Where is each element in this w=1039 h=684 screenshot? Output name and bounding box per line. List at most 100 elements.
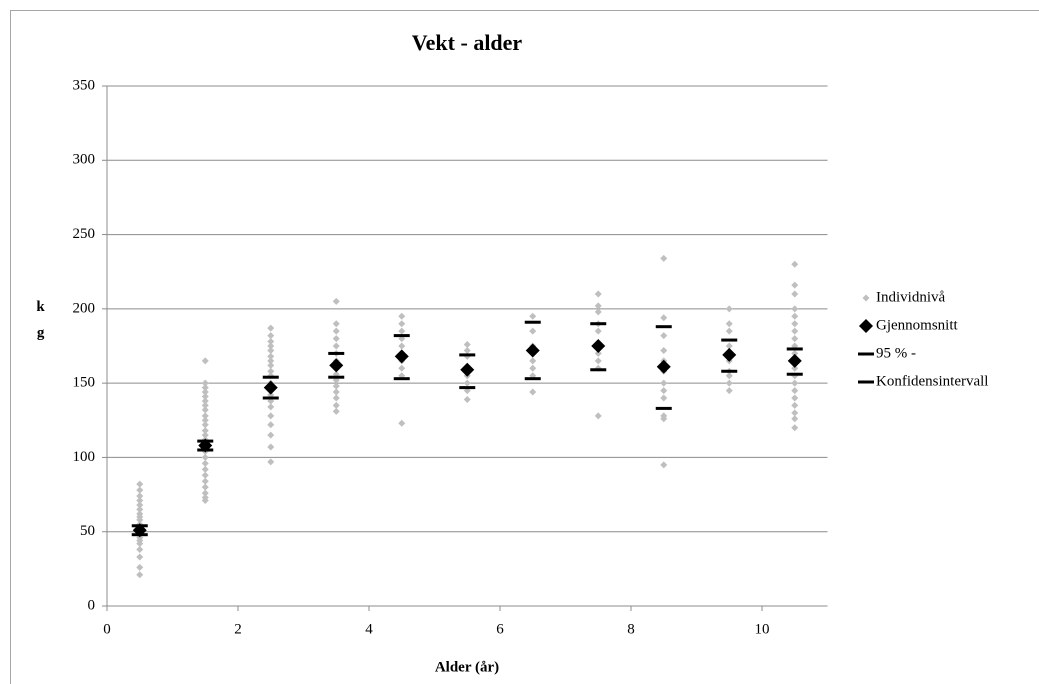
point [201, 401, 209, 409]
point [725, 305, 733, 313]
point [594, 412, 602, 420]
point [791, 349, 799, 357]
point [725, 327, 733, 335]
point [136, 546, 144, 554]
point [136, 497, 144, 505]
point [660, 254, 668, 262]
point [332, 342, 340, 350]
point [529, 388, 537, 396]
point [328, 375, 345, 379]
point [131, 524, 148, 528]
legend-marker [858, 352, 874, 356]
point [463, 395, 471, 403]
point [463, 341, 471, 349]
point [660, 332, 668, 340]
legend-label: Konfidensintervall [876, 373, 988, 389]
point [525, 343, 540, 358]
point [660, 394, 668, 402]
y-tick-label: 250 [73, 226, 96, 242]
point [459, 386, 476, 390]
y-tick-label: 100 [73, 449, 96, 465]
point [136, 516, 144, 524]
point [201, 421, 209, 429]
point [201, 397, 209, 405]
point [201, 471, 209, 479]
point [131, 533, 148, 537]
point [328, 351, 345, 355]
point [791, 327, 799, 335]
point [656, 359, 671, 374]
point [660, 461, 668, 469]
point [332, 401, 340, 409]
point [136, 505, 144, 513]
point [594, 290, 602, 298]
point [267, 421, 275, 429]
point [136, 553, 144, 561]
point [267, 338, 275, 346]
point [398, 364, 406, 372]
point [332, 327, 340, 335]
point [725, 320, 733, 328]
point [201, 489, 209, 497]
legend-marker [859, 319, 873, 333]
point [201, 388, 209, 396]
point [524, 377, 541, 381]
point [201, 431, 209, 439]
point [660, 314, 668, 322]
point [463, 379, 471, 387]
x-tick-label: 8 [627, 621, 635, 637]
point [722, 347, 737, 362]
point [136, 563, 144, 571]
point [136, 480, 144, 488]
point [201, 379, 209, 387]
x-tick-label: 4 [365, 621, 373, 637]
point [267, 412, 275, 420]
point [267, 431, 275, 439]
point [393, 377, 410, 381]
y-tick-label: 200 [73, 300, 96, 316]
point [136, 540, 144, 548]
point [267, 352, 275, 360]
point [398, 342, 406, 350]
point [332, 320, 340, 328]
point [201, 427, 209, 435]
point [660, 387, 668, 395]
point [267, 357, 275, 365]
point [201, 416, 209, 424]
point [725, 372, 733, 380]
x-tick-label: 0 [103, 621, 111, 637]
point [136, 501, 144, 509]
point [594, 357, 602, 365]
point [460, 362, 475, 377]
point [332, 394, 340, 402]
point [201, 412, 209, 420]
point [459, 353, 476, 357]
point [398, 312, 406, 320]
point [463, 346, 471, 354]
point [201, 465, 209, 473]
legend-label: 95 % - [876, 345, 916, 361]
point [590, 368, 607, 372]
point [267, 458, 275, 466]
point [725, 387, 733, 395]
point [197, 448, 214, 452]
point [201, 483, 209, 491]
point [791, 320, 799, 328]
point [660, 415, 668, 423]
point [398, 419, 406, 427]
point [594, 349, 602, 357]
point [791, 260, 799, 268]
point [262, 375, 279, 379]
point [524, 320, 541, 324]
x-axis-label: Alder (år) [435, 659, 499, 675]
point [398, 327, 406, 335]
point [791, 409, 799, 417]
point [263, 380, 278, 395]
point [721, 338, 738, 342]
point [721, 369, 738, 373]
point [594, 308, 602, 316]
point [398, 320, 406, 328]
point [791, 415, 799, 423]
point [660, 379, 668, 387]
